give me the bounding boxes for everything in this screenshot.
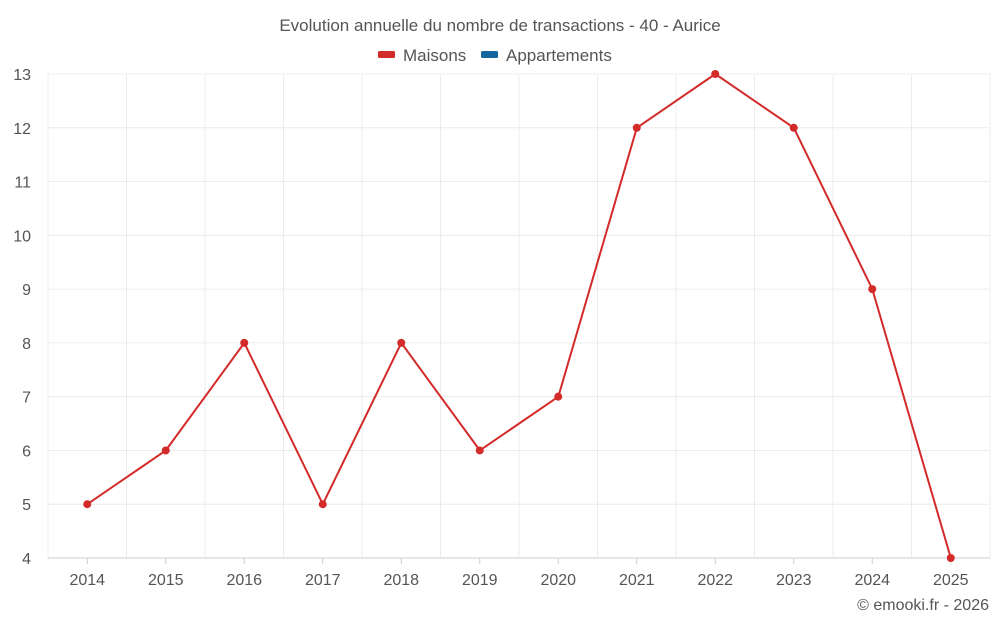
y-tick-label: 9 bbox=[22, 282, 31, 299]
legend: Maisons Appartements bbox=[378, 46, 612, 65]
data-point-2018[interactable] bbox=[397, 338, 406, 347]
data-point-2025[interactable] bbox=[946, 554, 955, 562]
legend-swatch-appartements[interactable] bbox=[481, 51, 498, 58]
series-maisons bbox=[83, 70, 955, 562]
data-point-2020[interactable] bbox=[554, 392, 563, 401]
data-point-2022[interactable] bbox=[711, 70, 720, 78]
y-tick-label: 11 bbox=[14, 175, 31, 192]
x-tick-label: 2021 bbox=[619, 572, 655, 589]
x-tick-label: 2022 bbox=[697, 572, 733, 589]
y-tick-label: 7 bbox=[22, 390, 31, 407]
x-tick-label: 2019 bbox=[462, 572, 498, 589]
y-tick-label: 4 bbox=[22, 551, 31, 568]
data-point-2017[interactable] bbox=[318, 500, 327, 509]
chart-title: Evolution annuelle du nombre de transact… bbox=[279, 16, 720, 35]
data-point-2021[interactable] bbox=[632, 123, 641, 132]
y-tick-label: 13 bbox=[13, 67, 31, 84]
y-tick-label: 8 bbox=[22, 336, 31, 353]
y-tick-label: 6 bbox=[22, 443, 31, 460]
x-tick-label: 2016 bbox=[226, 572, 262, 589]
x-tick-label: 2017 bbox=[305, 572, 341, 589]
legend-label-maisons[interactable]: Maisons bbox=[403, 46, 466, 65]
x-tick-label: 2020 bbox=[540, 572, 576, 589]
legend-swatch-maisons[interactable] bbox=[378, 51, 395, 58]
x-tick-label: 2018 bbox=[383, 572, 419, 589]
series-line-maisons bbox=[86, 73, 952, 559]
data-point-2024[interactable] bbox=[868, 285, 877, 294]
x-axis: 2014 2015 2016 2017 2018 2019 2020 2021 2022 2023… bbox=[48, 557, 990, 589]
y-tick-label: 10 bbox=[13, 228, 31, 245]
data-point-2019[interactable] bbox=[475, 446, 484, 455]
x-tick-label: 2015 bbox=[148, 572, 184, 589]
x-tick-label: 2024 bbox=[854, 572, 890, 589]
x-tick-label: 2025 bbox=[933, 572, 969, 589]
y-tick-label: 5 bbox=[22, 497, 31, 514]
credit-text: © emooki.fr - 2026 bbox=[857, 597, 989, 614]
data-point-2015[interactable] bbox=[161, 446, 170, 455]
data-point-2016[interactable] bbox=[240, 338, 249, 347]
data-point-2014[interactable] bbox=[83, 500, 92, 509]
y-axis: 4 5 6 7 8 9 10 11 12 13 bbox=[13, 67, 31, 568]
legend-label-appartements[interactable]: Appartements bbox=[506, 46, 612, 65]
y-tick-label: 12 bbox=[13, 121, 31, 138]
grid bbox=[47, 73, 991, 558]
data-point-2023[interactable] bbox=[789, 123, 798, 132]
x-tick-label: 2014 bbox=[69, 572, 105, 589]
x-tick-label: 2023 bbox=[776, 572, 812, 589]
